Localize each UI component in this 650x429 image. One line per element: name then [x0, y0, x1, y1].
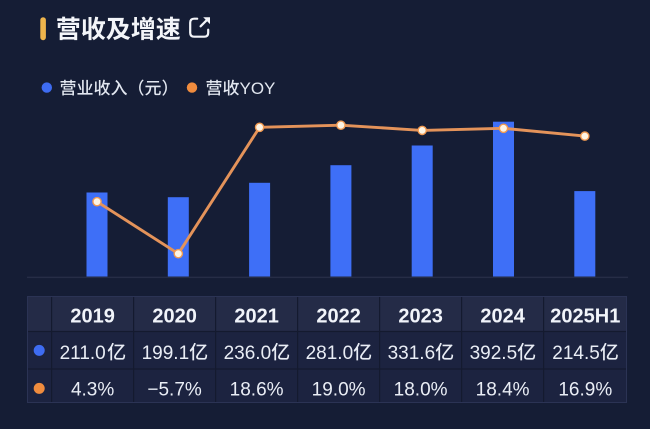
- svg-text:18.6%: 18.6%: [230, 379, 284, 400]
- svg-text:2023: 2023: [398, 305, 443, 327]
- svg-text:16.9%: 16.9%: [558, 379, 612, 400]
- svg-text:2025H1: 2025H1: [550, 305, 620, 327]
- svg-text:−5.7%: −5.7%: [147, 379, 202, 400]
- svg-text:2022: 2022: [316, 305, 361, 327]
- svg-text:331.6: 331.6: [388, 343, 436, 364]
- svg-text:2019: 2019: [70, 305, 115, 327]
- svg-text:211.0: 211.0: [60, 343, 106, 364]
- svg-text:281.0: 281.0: [306, 343, 354, 364]
- svg-text:19.0%: 19.0%: [312, 379, 366, 400]
- svg-text:YOY: YOY: [240, 79, 276, 98]
- svg-text:2021: 2021: [234, 305, 279, 327]
- svg-text:2024: 2024: [480, 305, 525, 327]
- svg-text:236.0: 236.0: [224, 343, 272, 364]
- svg-text:214.5: 214.5: [552, 343, 600, 364]
- svg-text:2020: 2020: [152, 305, 197, 327]
- svg-text:18.4%: 18.4%: [476, 379, 530, 400]
- svg-text:392.5: 392.5: [470, 343, 518, 364]
- svg-text:4.3%: 4.3%: [71, 379, 114, 400]
- svg-text:199.1: 199.1: [142, 343, 190, 364]
- svg-text:18.0%: 18.0%: [394, 379, 448, 400]
